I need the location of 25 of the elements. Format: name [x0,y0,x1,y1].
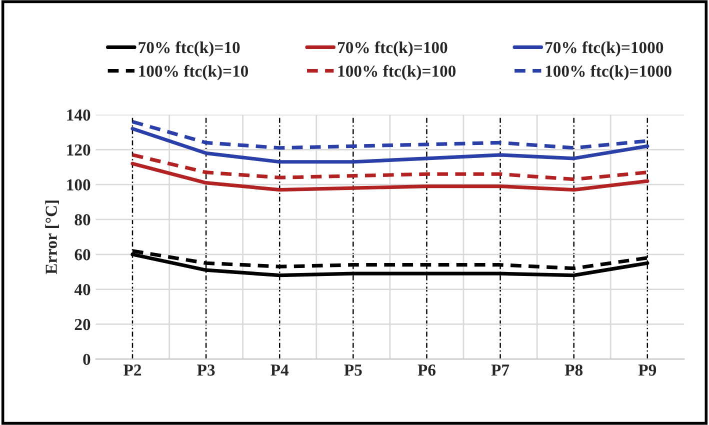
legend-label: 70% ftc(k)=1000 [546,41,664,57]
x-tick-label: P6 [418,364,436,376]
y-tick-label: 120 [67,144,90,156]
line-series [130,153,650,182]
legend-label: 100% ftc(k)=10 [139,64,248,80]
y-tick-label: 80 [74,214,90,226]
y-tick-label: 40 [74,284,90,296]
x-tick-label: P4 [270,364,289,376]
x-tick-label: P3 [197,364,215,376]
x-tick-label: P5 [344,364,362,376]
legend-label: 70% ftc(k)=100 [338,41,448,57]
x-tick-label: P2 [124,364,142,376]
x-tick-label: P8 [564,364,583,376]
y-tick-label: 0 [83,354,90,366]
y-tick-label: 60 [74,249,90,260]
line-series [130,162,650,192]
x-tick-label: P7 [491,364,510,376]
legend-label: 70% ftc(k)=10 [138,41,240,57]
legend-label: 100% ftc(k)=1000 [546,64,672,80]
y-tick-label: 100 [67,179,90,191]
y-axis-title: Error [°C] [45,200,59,274]
x-tick-label: P9 [638,364,656,376]
legend-label: 100% ftc(k)=100 [338,64,456,80]
y-tick-label: 20 [74,318,90,330]
y-tick-label: 140 [67,109,90,121]
